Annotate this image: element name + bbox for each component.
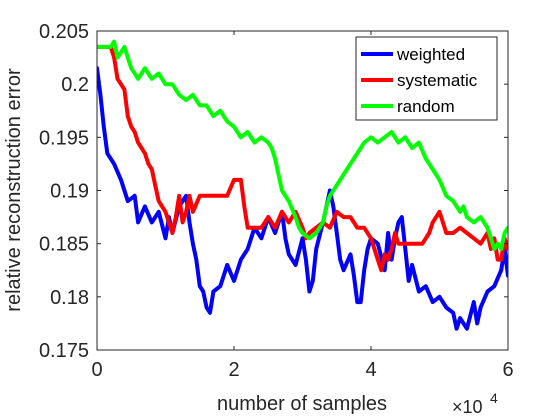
y-axis-label: relative reconstruction error xyxy=(3,68,25,312)
x-axis-label: number of samples xyxy=(217,393,387,415)
x-tick-label: 2 xyxy=(228,359,239,381)
y-axis-ticks: 0.175 0.18 0.185 0.19 0.195 0.2 0.205 xyxy=(39,21,508,362)
x-axis-ticks: 0 2 4 6 xyxy=(91,31,514,381)
legend-label-systematic: systematic xyxy=(397,71,478,90)
legend-label-random: random xyxy=(397,97,455,116)
y-tick-label: 0.18 xyxy=(50,287,89,309)
y-tick-label: 0.175 xyxy=(39,340,89,362)
y-tick-label: 0.185 xyxy=(39,234,89,256)
series-layer xyxy=(97,39,508,331)
legend: weighted systematic random xyxy=(355,36,498,121)
x-tick-label: 0 xyxy=(91,359,102,381)
series-line-random xyxy=(97,39,508,251)
x-tick-label: 4 xyxy=(365,359,376,381)
y-tick-label: 0.195 xyxy=(39,127,89,149)
y-tick-label: 0.2 xyxy=(61,74,89,96)
y-tick-label: 0.205 xyxy=(39,21,89,43)
legend-label-weighted: weighted xyxy=(396,45,465,64)
x-exponent-label: ×10 xyxy=(452,397,483,417)
x-tick-label: 6 xyxy=(502,359,513,381)
x-exponent-power: 4 xyxy=(490,390,498,406)
y-tick-label: 0.19 xyxy=(50,181,89,203)
